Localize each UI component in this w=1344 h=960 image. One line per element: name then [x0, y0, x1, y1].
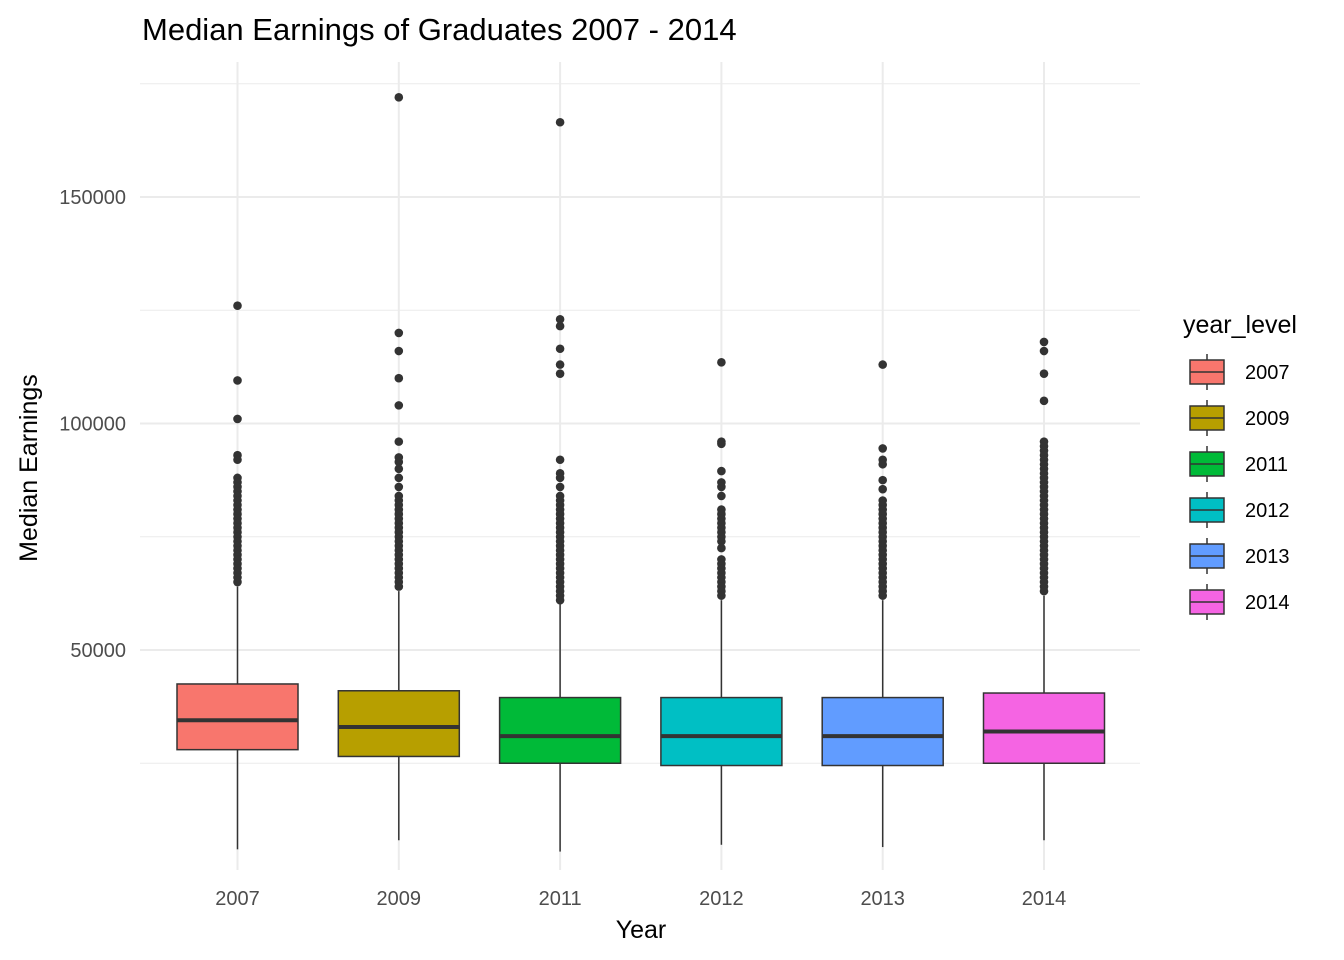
outlier-point — [394, 93, 404, 102]
box-body — [982, 692, 1106, 764]
box-2014 — [982, 337, 1106, 841]
outlier-point — [717, 591, 726, 600]
outlier-point — [555, 595, 565, 605]
box-body — [498, 696, 622, 764]
box-2012 — [660, 358, 783, 845]
outlier-point — [555, 473, 565, 483]
legend-item-2009: 2009 — [1189, 400, 1290, 436]
outlier-point — [717, 466, 726, 476]
outlier-point — [878, 591, 887, 600]
outlier-point — [555, 321, 565, 331]
outlier-point — [555, 117, 565, 127]
outlier-point — [555, 369, 565, 378]
legend-item-2011: 2011 — [1189, 446, 1288, 482]
outlier-point — [394, 401, 404, 410]
legend: year_level 2007 2009 2011 2012 2013 2014 — [1183, 311, 1297, 620]
outlier-point — [394, 373, 404, 383]
y-tick-label: 50000 — [70, 640, 126, 662]
axes: 50000 100000 150000 2007 2009 2011 2012 2013 201… — [59, 187, 1066, 910]
box-body — [660, 696, 783, 767]
outlier-point — [717, 543, 726, 553]
legend-label: 2012 — [1245, 500, 1290, 522]
box-body — [176, 683, 299, 751]
outlier-point — [394, 582, 404, 591]
box-2007 — [176, 301, 299, 850]
outlier-point — [1039, 369, 1049, 378]
outlier-point — [717, 536, 726, 546]
y-axis-title: Median Earnings — [15, 374, 43, 562]
x-tick-label: 2011 — [539, 888, 582, 910]
box-2011 — [498, 117, 622, 852]
outlier-point — [555, 482, 565, 492]
chart-title: Median Earnings of Graduates 2007 - 2014 — [142, 12, 737, 47]
outlier-point — [555, 360, 565, 369]
outlier-point — [1039, 346, 1049, 356]
outlier-point — [233, 455, 242, 465]
outlier-point — [717, 482, 726, 492]
outlier-point — [878, 475, 887, 485]
x-tick-label: 2009 — [377, 888, 422, 910]
y-tick-label: 100000 — [59, 414, 126, 436]
outlier-point — [394, 328, 404, 338]
outlier-point — [233, 376, 242, 385]
legend-label: 2014 — [1245, 592, 1290, 614]
legend-title: year_level — [1183, 311, 1297, 339]
x-tick-label: 2014 — [1022, 888, 1067, 910]
outlier-point — [1039, 586, 1049, 596]
x-axis-title: Year — [616, 916, 667, 944]
outlier-point — [878, 444, 887, 453]
outlier-point — [878, 360, 887, 369]
outlier-point — [717, 491, 726, 501]
outlier-point — [394, 346, 404, 356]
x-tick-label: 2012 — [699, 888, 744, 910]
x-tick-label: 2007 — [215, 888, 260, 910]
legend-label: 2013 — [1245, 546, 1290, 568]
outlier-point — [878, 484, 887, 494]
outlier-point — [878, 459, 887, 469]
outlier-point — [394, 464, 404, 474]
legend-label: 2007 — [1245, 362, 1290, 384]
outlier-point — [1039, 337, 1049, 347]
outlier-point — [394, 473, 404, 483]
outlier-point — [717, 358, 726, 367]
legend-item-2014: 2014 — [1189, 584, 1290, 620]
y-tick-label: 150000 — [59, 187, 126, 209]
boxes — [176, 93, 1106, 852]
box-2013 — [821, 360, 944, 848]
box-body — [337, 690, 461, 758]
outlier-point — [555, 455, 565, 465]
legend-item-2013: 2013 — [1189, 538, 1290, 574]
legend-item-2007: 2007 — [1189, 354, 1290, 390]
outlier-point — [1039, 396, 1049, 406]
outlier-point — [233, 577, 242, 587]
legend-label: 2011 — [1245, 454, 1288, 476]
box-2009 — [337, 93, 461, 841]
legend-item-2012: 2012 — [1189, 492, 1290, 528]
outlier-point — [394, 457, 404, 467]
outlier-point — [394, 437, 404, 446]
outlier-point — [555, 344, 565, 354]
outlier-point — [394, 482, 404, 492]
legend-label: 2009 — [1245, 408, 1290, 430]
outlier-point — [555, 315, 565, 324]
box-body — [821, 696, 944, 767]
outlier-point — [233, 414, 242, 424]
outlier-point — [717, 439, 726, 449]
outlier-point — [233, 301, 242, 311]
x-tick-label: 2013 — [860, 888, 905, 910]
